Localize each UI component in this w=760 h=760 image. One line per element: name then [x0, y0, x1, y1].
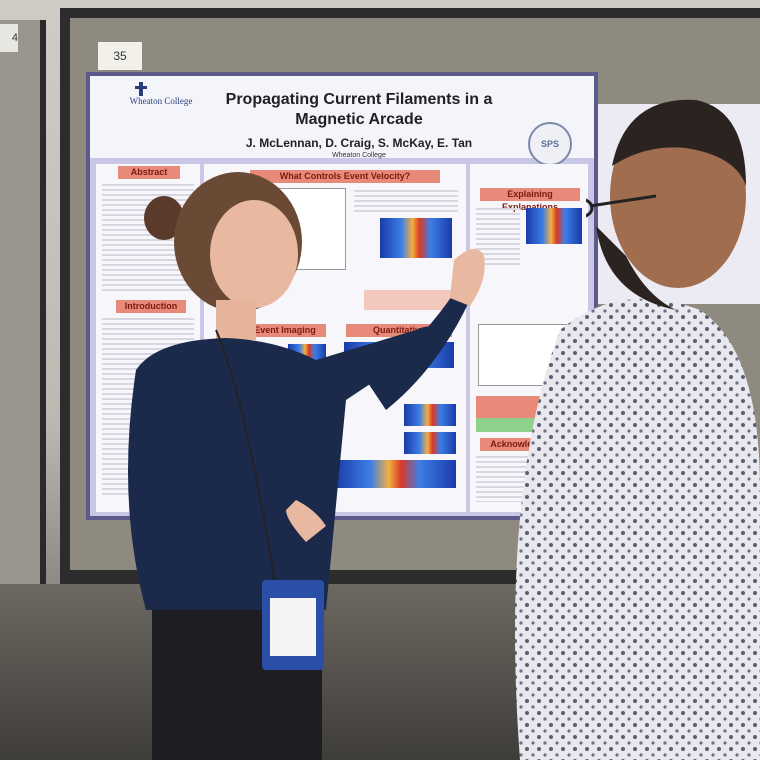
board-number-card: 35 [98, 42, 142, 70]
event-imaging-heading: Event Imaging [244, 324, 326, 337]
poster-authors: J. McLennan, D. Craig, S. McKay, E. Tan [245, 136, 473, 150]
visitor-man-head [586, 99, 746, 310]
quantitative-heatmap-4 [334, 460, 456, 488]
poster-header: Wheaton College Propagating Current Fila… [90, 76, 594, 166]
poster-affiliation: Wheaton College [332, 152, 386, 159]
wheaton-college-logo-icon [135, 82, 147, 96]
introduction-heading: Introduction [116, 300, 186, 313]
left-board-number: 4 [11, 32, 18, 44]
visitor-man [515, 298, 760, 760]
sps-logo: SPS [528, 122, 572, 166]
poster-title-line-1: Propagating Current Filaments in a [225, 91, 493, 108]
explaining-heading: Explaining Explanations [480, 188, 580, 212]
explaining-heatmap [526, 208, 582, 244]
velocity-text-block [354, 190, 458, 214]
velocity-heading: What Controls Event Velocity? [250, 170, 440, 183]
quantitative-heatmap-3 [404, 432, 456, 454]
abstract-heading: Abstract [118, 166, 180, 179]
name-badge-card [270, 598, 316, 656]
quantitative-heatmap-2 [404, 404, 456, 426]
left-poster-board [0, 20, 46, 610]
poster-title-line-2: Magnetic Arcade [295, 111, 423, 128]
presenter-woman [128, 172, 485, 760]
school-logo-text: Wheaton College [129, 96, 193, 106]
poster-title: Propagating Current Filaments in a Magne… [194, 90, 524, 130]
left-board-number-card: 4 [0, 24, 18, 52]
velocity-highlight-box [364, 290, 454, 310]
board-number: 35 [113, 49, 127, 63]
velocity-heatmap [380, 218, 452, 258]
